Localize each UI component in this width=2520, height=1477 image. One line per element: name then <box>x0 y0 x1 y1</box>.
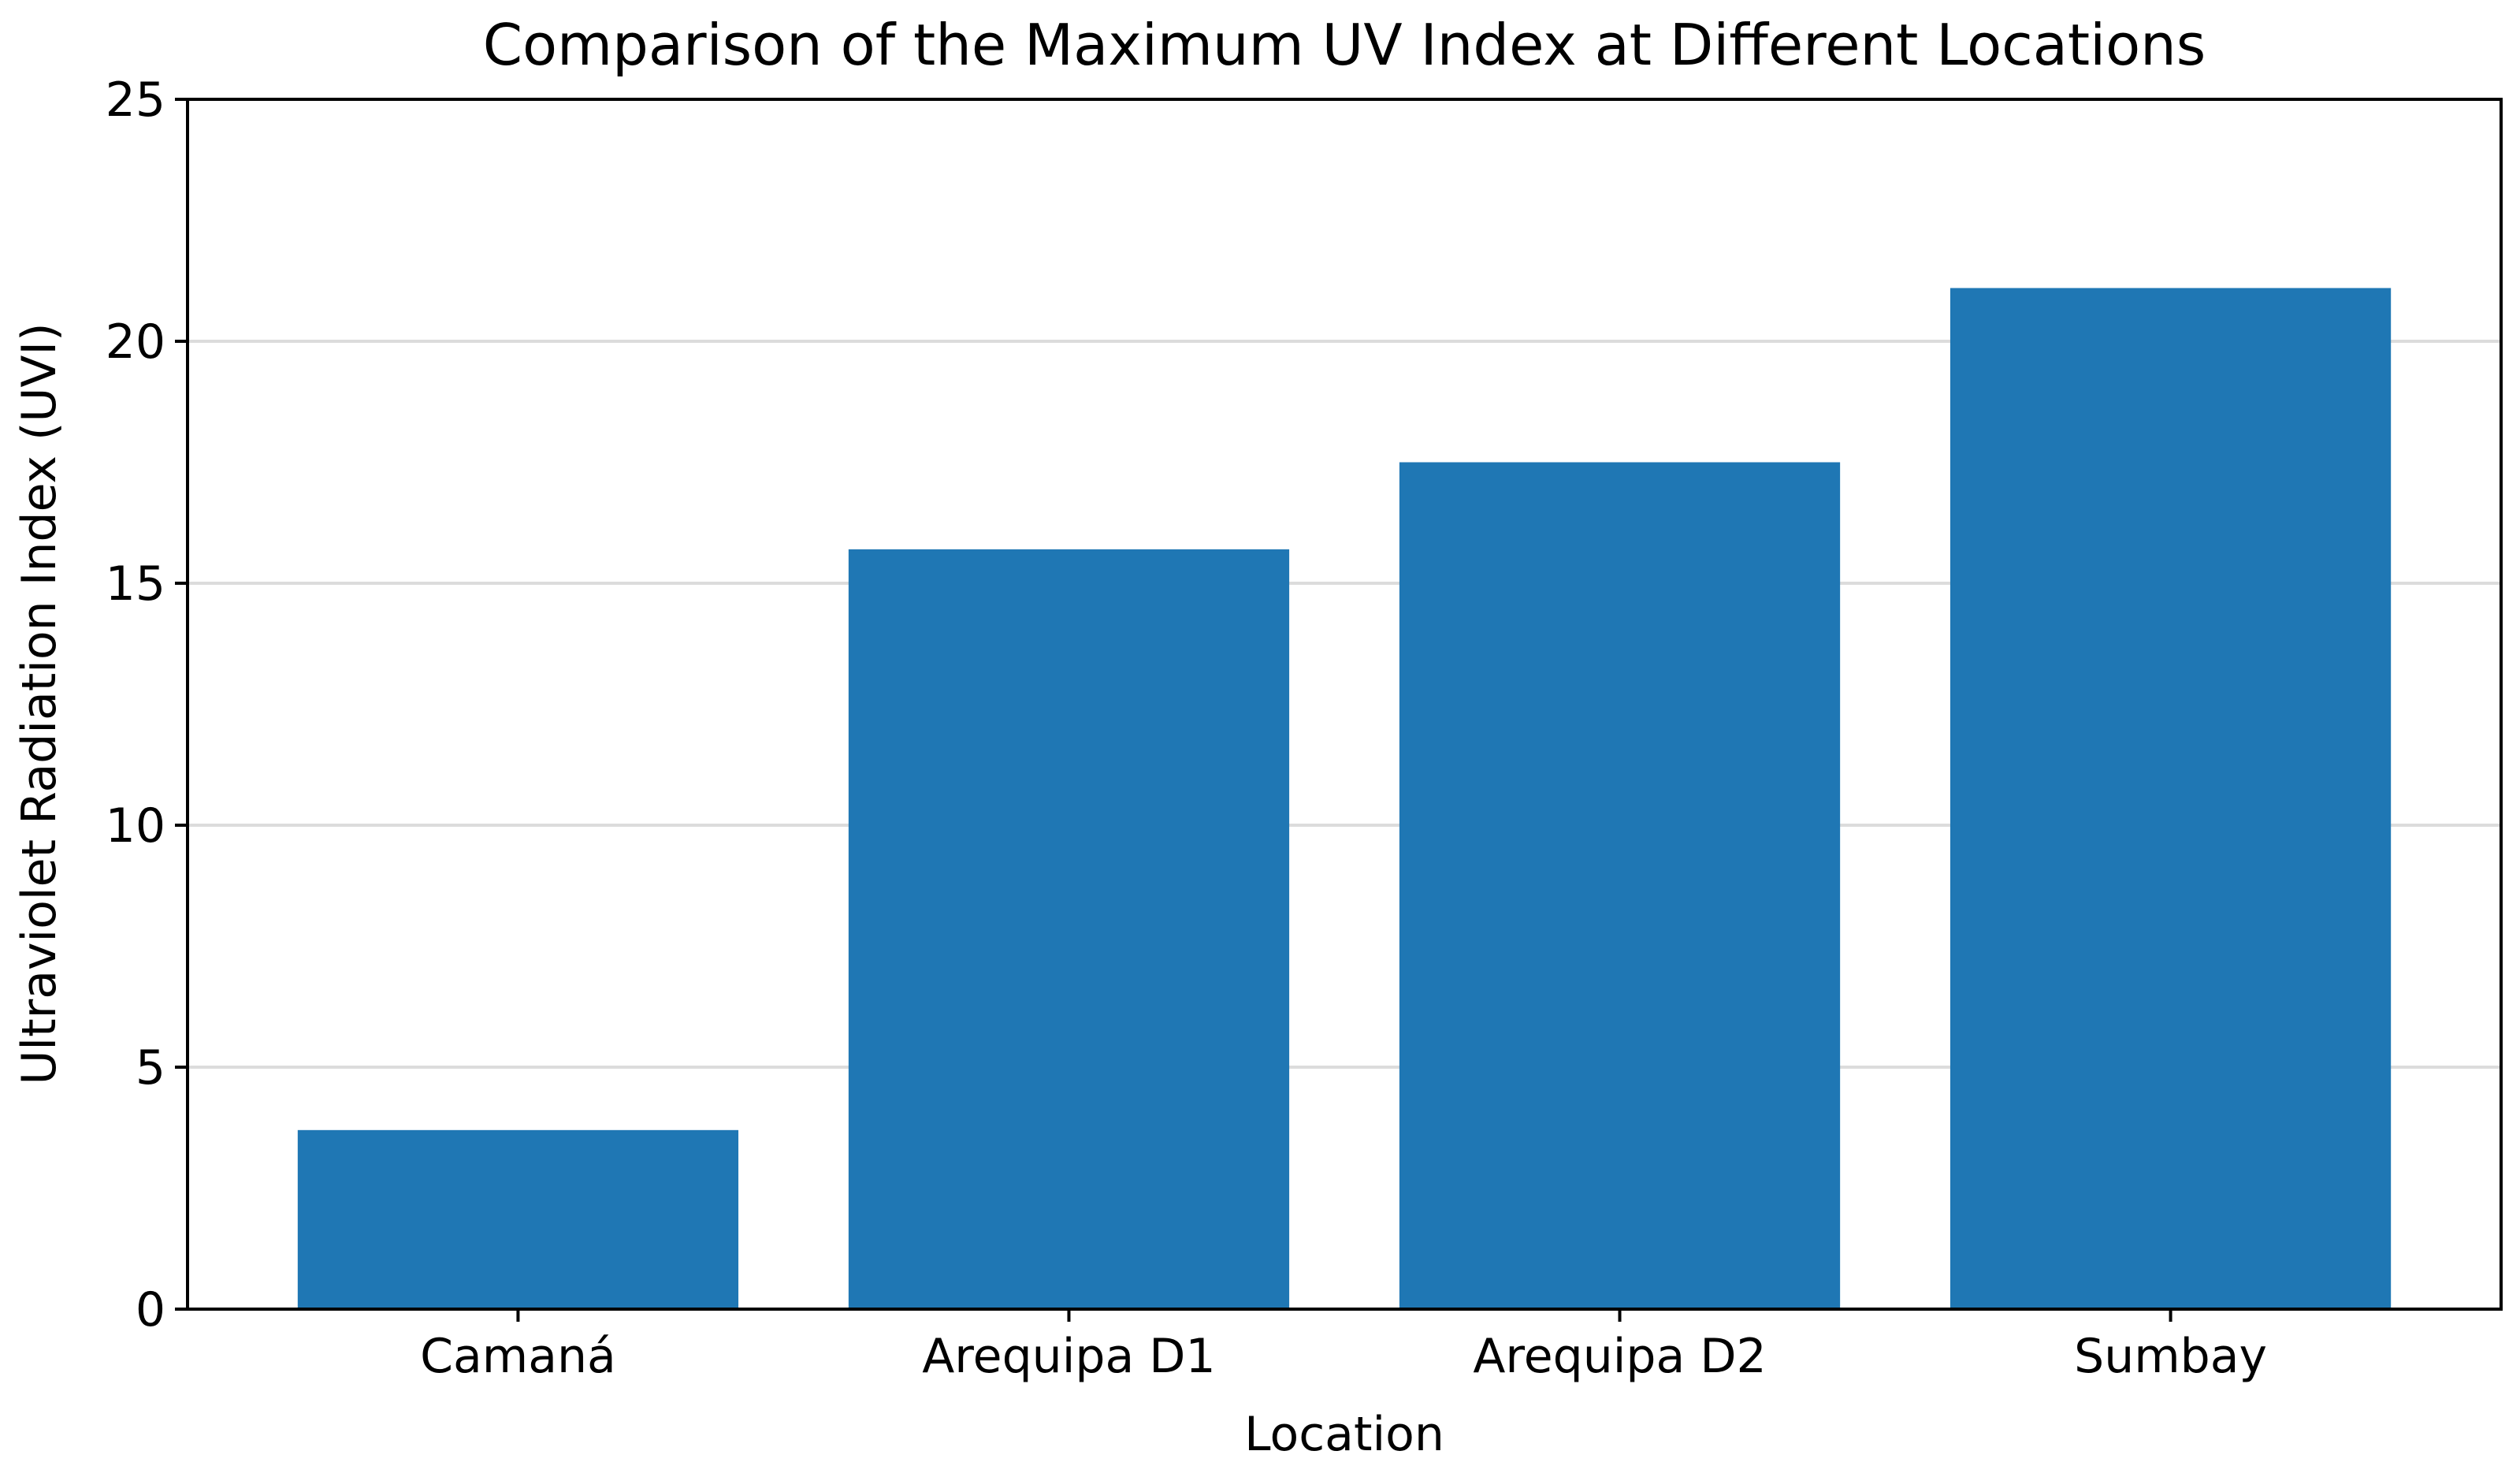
bars <box>297 288 2392 1310</box>
x-tick-label: Camaná <box>420 1329 616 1384</box>
chart-title: Comparison of the Maximum UV Index at Di… <box>483 12 2206 78</box>
x-tick-label: Arequipa D1 <box>922 1329 1215 1384</box>
y-axis-label: Ultraviolet Radiation Index (UVI) <box>12 322 67 1084</box>
bar-arequipa-d1 <box>848 549 1290 1309</box>
y-tick-label: 15 <box>106 556 165 612</box>
y-axis: 0 5 10 15 20 25 <box>106 73 188 1337</box>
y-tick-label: 0 <box>136 1282 165 1337</box>
y-tick-label: 10 <box>106 798 165 854</box>
bar-sumbay <box>1949 288 2392 1310</box>
bar-arequipa-d2 <box>1399 462 1841 1309</box>
x-tick-label: Arequipa D2 <box>1473 1329 1766 1384</box>
bar-caman- <box>297 1129 739 1309</box>
y-tick-label: 25 <box>106 73 165 128</box>
y-tick-label: 20 <box>106 314 165 370</box>
y-tick-label: 5 <box>136 1040 165 1096</box>
x-axis: Camaná Arequipa D1 Arequipa D2 Sumbay <box>420 1309 2267 1384</box>
x-axis-label: Location <box>1244 1407 1444 1462</box>
x-tick-label: Sumbay <box>2074 1329 2267 1384</box>
plot-frame <box>186 98 2503 1311</box>
